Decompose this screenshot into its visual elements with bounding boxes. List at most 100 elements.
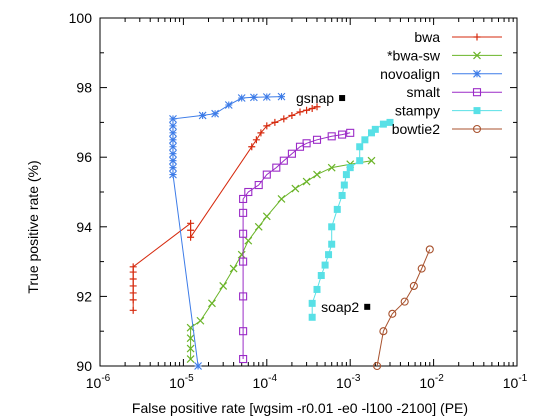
- series-bowtie2: [373, 245, 434, 371]
- data-point-stampy: [356, 143, 364, 151]
- data-point-smalt: [279, 156, 288, 165]
- legend-label: smalt: [407, 84, 441, 100]
- data-point-stampy: [342, 171, 350, 179]
- data-point-bowtie2: [400, 297, 409, 306]
- legend-swatch-marker: [473, 69, 481, 78]
- data-point-novoalign: [169, 170, 177, 179]
- data-point-novoalign: [198, 111, 207, 120]
- data-point-bwa: [129, 289, 137, 297]
- data-point-bowtie2: [379, 327, 388, 336]
- series: [129, 92, 434, 371]
- data-point-stampy: [361, 136, 369, 144]
- data-point-stampy: [308, 299, 316, 307]
- data-point-smalt: [272, 163, 281, 172]
- y-tick-label: 94: [76, 219, 92, 235]
- data-point-bwasw: [302, 177, 311, 186]
- legend-label: *bwa-sw: [387, 47, 441, 63]
- data-point-bowtie2: [373, 361, 382, 371]
- data-point-bwasw: [291, 184, 300, 193]
- data-point-bwa: [308, 104, 316, 112]
- data-point-bowtie2: [417, 264, 426, 273]
- data-point-novoalign: [169, 149, 177, 158]
- legend-swatch-marker: [473, 33, 481, 41]
- data-point-novoalign: [169, 142, 177, 151]
- series-stampy: [308, 118, 394, 321]
- legend-item-bowtie2: bowtie2: [392, 121, 502, 137]
- data-point-novoalign: [211, 109, 219, 118]
- x-tick-label: 10-5: [169, 373, 194, 391]
- data-point-bwa: [129, 282, 137, 290]
- legend-item-novoalign: novoalign: [380, 66, 502, 82]
- data-point-smalt: [239, 327, 248, 336]
- data-point-smalt: [346, 128, 355, 137]
- annotation-label: soap2: [321, 299, 359, 315]
- x-axis-label: False positive rate [wgsim -r0.01 -e0 -l…: [132, 400, 468, 416]
- data-point-bwa: [129, 263, 137, 271]
- data-point-bwasw: [237, 250, 246, 259]
- data-point-stampy: [328, 240, 336, 248]
- data-point-bwasw: [186, 344, 195, 353]
- data-point-smalt: [239, 292, 248, 301]
- data-point-novoalign: [237, 94, 246, 102]
- legend-label: bwa: [414, 29, 440, 45]
- data-point-bwasw: [186, 334, 195, 343]
- data-point-stampy: [379, 120, 387, 128]
- x-tick-label: 10-2: [419, 373, 444, 391]
- data-point-stampy: [371, 125, 379, 133]
- data-point-novoalign: [249, 93, 258, 102]
- data-point-bwasw: [244, 236, 253, 245]
- annotation-point: [364, 303, 371, 310]
- legend-label: stampy: [395, 103, 440, 119]
- legend-item-stampy: stampy: [395, 103, 502, 119]
- plot-frame: [99, 17, 518, 367]
- data-point-stampy: [313, 285, 321, 293]
- series-smalt: [239, 128, 355, 364]
- data-point-smalt: [262, 170, 271, 179]
- data-point-novoalign: [169, 128, 177, 137]
- series-line-bowtie2: [376, 249, 431, 367]
- series-line-smalt: [242, 132, 351, 359]
- data-point-smalt: [239, 208, 248, 217]
- legend-swatch-marker: [473, 51, 481, 60]
- data-point-smalt: [327, 132, 336, 141]
- data-point-bwa: [280, 115, 288, 123]
- data-point-stampy: [333, 205, 341, 213]
- data-point-bwa: [129, 296, 137, 304]
- data-point-bwa: [248, 143, 256, 151]
- data-point-bwa: [313, 103, 321, 111]
- data-point-stampy: [367, 129, 375, 137]
- legend-item-bwasw: *bwa-sw: [387, 47, 502, 63]
- data-point-bwa: [252, 136, 260, 144]
- data-point-bwasw: [196, 316, 205, 325]
- y-tick-label: 96: [76, 149, 92, 165]
- x-tick-label: 10-1: [503, 373, 528, 391]
- data-point-stampy: [338, 191, 346, 199]
- x-tick-label: 10-3: [336, 373, 361, 391]
- data-point-bwasw: [367, 156, 376, 165]
- data-point-bwa: [288, 111, 296, 119]
- data-point-bwa: [271, 118, 279, 126]
- data-point-bwa: [129, 275, 137, 283]
- data-point-smalt: [302, 139, 311, 148]
- legend-item-smalt: smalt: [407, 84, 502, 100]
- legend: bwa *bwa-sw novoalign smalt stampy bowtie2: [380, 29, 502, 137]
- y-tick-label: 92: [76, 288, 92, 304]
- data-point-stampy: [308, 313, 316, 321]
- y-axis-label: True positive rate (%): [25, 160, 41, 293]
- annotations: gsnap soap2: [296, 90, 371, 315]
- data-point-novoalign: [194, 362, 202, 370]
- annotation-point: [339, 95, 346, 102]
- data-point-stampy: [317, 272, 325, 280]
- y-tick-label: 98: [76, 80, 92, 96]
- data-point-stampy: [346, 164, 354, 172]
- y-tick-label: 90: [76, 358, 92, 374]
- data-point-bwasw: [262, 212, 271, 221]
- legend-item-bwa: bwa: [414, 29, 502, 45]
- data-point-novoalign: [169, 156, 177, 165]
- data-point-bwa: [129, 306, 137, 314]
- legend-label: novoalign: [380, 66, 440, 82]
- series-line-stampy: [311, 121, 391, 318]
- data-point-novoalign: [262, 93, 271, 101]
- data-point-bwasw: [327, 163, 336, 172]
